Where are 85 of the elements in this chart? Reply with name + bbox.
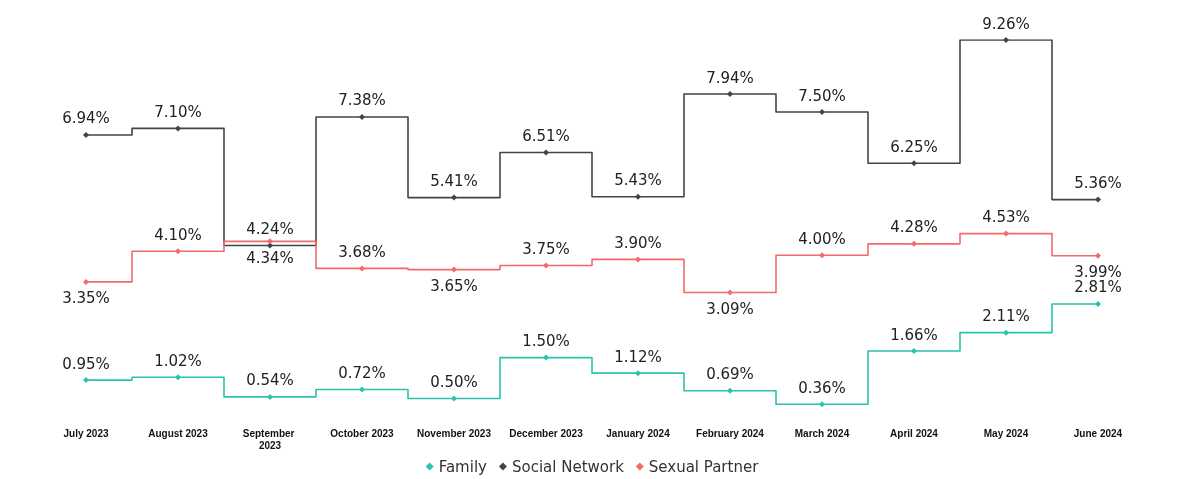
point (1095, 196, 1101, 203)
data-label: 7.94% (706, 68, 754, 87)
point (267, 238, 273, 245)
point (819, 109, 825, 116)
data-label: 1.12% (614, 347, 662, 366)
legend-label: Social Network (511, 457, 625, 476)
point (727, 91, 733, 98)
point (911, 240, 917, 247)
point (83, 377, 89, 384)
data-label: 5.43% (614, 171, 662, 190)
data-label: 1.02% (154, 351, 202, 370)
point (359, 113, 365, 120)
point (359, 265, 365, 272)
x-tick-label: August 2023 (148, 427, 209, 439)
point (175, 374, 181, 381)
data-label: 5.41% (430, 172, 478, 191)
data-label: 4.10% (154, 225, 202, 244)
point (175, 125, 181, 132)
point (727, 289, 733, 296)
point (1003, 230, 1009, 237)
x-tick-label: June 2024 (1073, 427, 1123, 439)
x-tick-label: March 2024 (794, 427, 850, 439)
data-label: 7.10% (154, 102, 202, 121)
data-label: 1.50% (522, 332, 570, 351)
x-tick-label: July 2023 (63, 427, 109, 439)
x-tick-label: January 2024 (606, 427, 671, 439)
data-label: 3.75% (522, 240, 570, 259)
point (1003, 37, 1009, 43)
data-label: 3.90% (614, 233, 662, 252)
data-label: 0.50% (430, 373, 478, 392)
data-label: 4.34% (246, 248, 294, 267)
x-tick-label: April 2024 (890, 427, 939, 439)
legend-label: Sexual Partner (648, 457, 760, 476)
x-tick-label: May 2024 (983, 427, 1029, 439)
x-tick-label: October 2023 (330, 427, 395, 439)
point (451, 266, 457, 273)
data-label: 7.50% (798, 86, 846, 105)
data-label: 6.94% (62, 109, 110, 128)
data-label: 3.68% (338, 242, 386, 261)
point (727, 387, 733, 394)
point (1095, 300, 1101, 307)
data-label: 0.95% (62, 354, 110, 373)
legend-label: Family (438, 457, 488, 476)
x-tick-label: November 2023 (417, 427, 492, 439)
data-label: 4.28% (890, 218, 938, 237)
data-label: 0.54% (246, 371, 294, 390)
data-label: 6.51% (522, 127, 570, 146)
x-tick-label: September 2023 (242, 427, 298, 451)
data-label: 5.36% (1074, 174, 1122, 193)
point (175, 248, 181, 255)
data-label: 3.65% (430, 277, 478, 296)
point (83, 278, 89, 285)
x-tick-label: February 2024 (696, 427, 765, 439)
data-label: 3.09% (706, 300, 754, 319)
point (451, 194, 457, 201)
point (83, 131, 89, 138)
point (267, 393, 273, 400)
data-label: 4.24% (246, 219, 294, 238)
point (1095, 252, 1101, 259)
point (911, 348, 917, 355)
point (819, 401, 825, 408)
point (543, 262, 549, 269)
data-label: 3.35% (62, 289, 110, 308)
data-label: 2.11% (982, 307, 1030, 326)
point (1003, 329, 1009, 336)
data-label: 4.00% (798, 229, 846, 248)
data-label: 9.26% (982, 14, 1030, 33)
data-label: 7.38% (338, 91, 386, 110)
data-label: 6.25% (890, 137, 938, 156)
data-label: 2.81% (1074, 278, 1122, 297)
point (911, 160, 917, 167)
point (543, 149, 549, 156)
data-label: 0.36% (798, 378, 846, 397)
data-label: 1.66% (890, 325, 938, 344)
data-label: 0.72% (338, 364, 386, 383)
point (635, 193, 641, 200)
data-label: 4.53% (982, 208, 1030, 227)
data-label: 0.69% (706, 365, 754, 384)
point (635, 256, 641, 263)
point (451, 395, 457, 402)
point (635, 370, 641, 377)
point (359, 386, 365, 393)
point (543, 354, 549, 361)
x-tick-label: December 2023 (509, 427, 584, 439)
point (819, 252, 825, 259)
